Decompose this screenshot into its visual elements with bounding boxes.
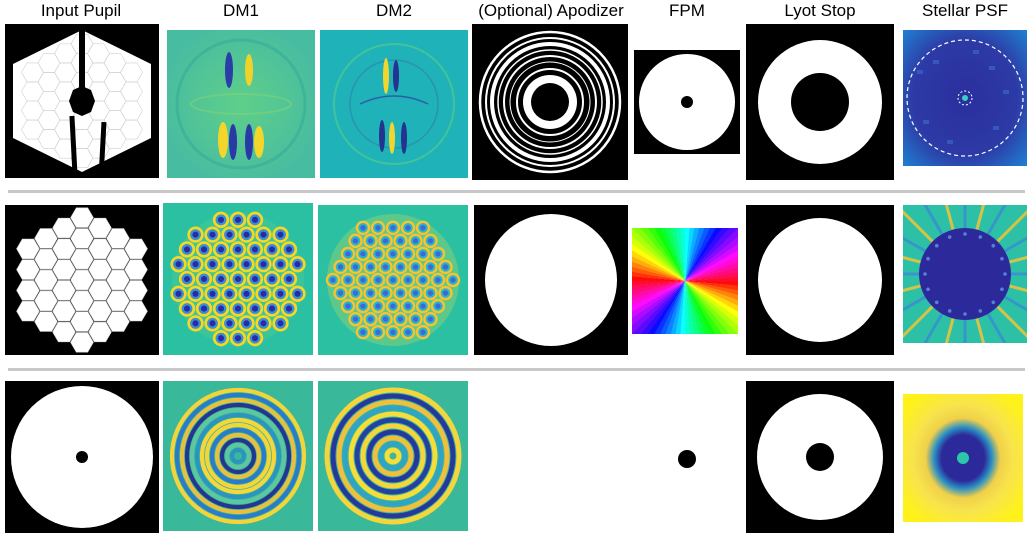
row1-input-pupil [5, 24, 159, 178]
row2-fpm [632, 228, 738, 334]
header-dm1: DM1 [223, 1, 259, 20]
row3-dm1 [163, 381, 313, 531]
row3-stellar-psf [903, 394, 1023, 522]
row2-lyot-stop [746, 205, 894, 355]
row1-lyot-stop [746, 24, 894, 180]
row2-dm1 [163, 203, 313, 355]
row1-stellar-psf [903, 30, 1027, 166]
row1-dm1 [167, 30, 315, 178]
row2-dm2 [318, 205, 468, 355]
header-stellar-psf: Stellar PSF [922, 1, 1008, 20]
row3-dm2 [318, 381, 468, 531]
row2-apodizer [474, 205, 628, 355]
row3-fpm [676, 448, 698, 470]
header-input-pupil: Input Pupil [40, 1, 122, 20]
separator-2 [8, 368, 1025, 371]
row2-input-pupil [5, 205, 159, 355]
row3-lyot-stop [746, 381, 894, 533]
row1-dm2 [320, 30, 468, 178]
header-apodizer: (Optional) Apodizer [478, 1, 624, 20]
header-dm2: DM2 [376, 1, 412, 20]
header-lyot-stop: Lyot Stop [784, 1, 856, 20]
row1-apodizer [472, 24, 628, 180]
separator-1 [8, 190, 1025, 193]
row1-fpm [634, 50, 740, 154]
header-fpm: FPM [669, 1, 705, 20]
row3-input-pupil [5, 381, 159, 533]
row2-stellar-psf [903, 205, 1027, 343]
